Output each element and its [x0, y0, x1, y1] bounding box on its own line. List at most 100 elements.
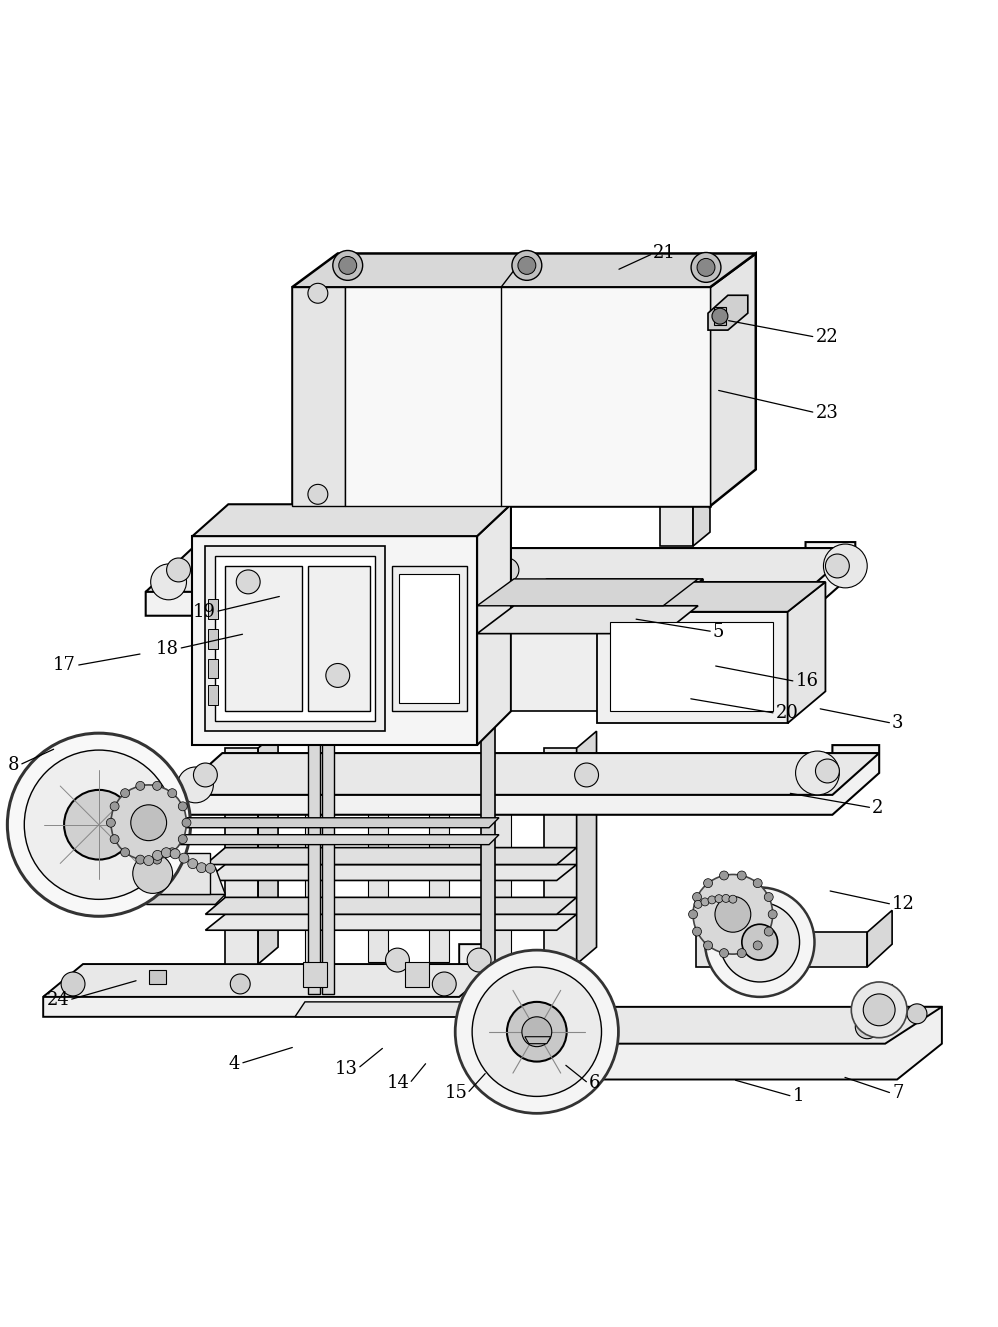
Text: 7: 7	[892, 1084, 903, 1103]
Polygon shape	[481, 618, 495, 1062]
Polygon shape	[193, 504, 511, 536]
Circle shape	[907, 1003, 927, 1023]
Polygon shape	[216, 556, 374, 721]
Circle shape	[144, 856, 154, 865]
Text: 1: 1	[792, 1087, 804, 1105]
Polygon shape	[96, 852, 211, 894]
Polygon shape	[710, 253, 755, 507]
Circle shape	[170, 849, 180, 859]
Polygon shape	[511, 579, 703, 606]
Polygon shape	[206, 848, 577, 864]
Circle shape	[764, 928, 773, 936]
Circle shape	[455, 950, 619, 1113]
Polygon shape	[258, 731, 278, 963]
Text: 21: 21	[654, 244, 676, 263]
Text: 20: 20	[775, 705, 798, 722]
Circle shape	[720, 949, 729, 958]
Circle shape	[518, 256, 536, 275]
Circle shape	[133, 853, 173, 893]
Circle shape	[795, 751, 839, 795]
Text: 13: 13	[334, 1059, 357, 1078]
Polygon shape	[477, 606, 698, 634]
Polygon shape	[344, 288, 710, 507]
Circle shape	[851, 982, 907, 1038]
Circle shape	[24, 750, 174, 900]
Polygon shape	[209, 658, 219, 678]
Polygon shape	[209, 629, 219, 649]
Circle shape	[136, 782, 145, 791]
Polygon shape	[193, 536, 477, 744]
Circle shape	[704, 941, 713, 950]
Circle shape	[532, 1015, 556, 1039]
Polygon shape	[292, 253, 755, 288]
Polygon shape	[511, 606, 671, 711]
Polygon shape	[714, 308, 726, 325]
Polygon shape	[146, 548, 855, 592]
Circle shape	[179, 802, 188, 811]
Polygon shape	[693, 300, 710, 547]
Circle shape	[332, 251, 362, 280]
Circle shape	[472, 967, 602, 1096]
Circle shape	[708, 896, 716, 904]
Circle shape	[701, 898, 709, 906]
Polygon shape	[206, 914, 577, 930]
Polygon shape	[96, 817, 499, 828]
Circle shape	[691, 252, 721, 283]
Circle shape	[575, 763, 599, 787]
Text: 2: 2	[872, 799, 883, 817]
Polygon shape	[209, 685, 219, 705]
Polygon shape	[43, 943, 499, 1016]
Polygon shape	[367, 795, 387, 962]
Polygon shape	[312, 345, 344, 547]
Polygon shape	[206, 864, 577, 880]
Circle shape	[823, 544, 867, 588]
Circle shape	[110, 835, 119, 844]
Circle shape	[64, 790, 134, 860]
Circle shape	[325, 664, 349, 687]
Circle shape	[753, 878, 762, 888]
Circle shape	[742, 924, 777, 959]
Polygon shape	[295, 1002, 554, 1016]
Polygon shape	[206, 897, 577, 914]
Polygon shape	[867, 983, 892, 1014]
Polygon shape	[344, 328, 361, 547]
Circle shape	[237, 571, 260, 594]
Circle shape	[385, 947, 409, 971]
Circle shape	[308, 284, 327, 304]
Circle shape	[722, 894, 730, 902]
Polygon shape	[597, 583, 825, 612]
Circle shape	[704, 878, 713, 888]
Circle shape	[693, 874, 772, 954]
Circle shape	[693, 928, 702, 936]
Circle shape	[738, 871, 747, 880]
Polygon shape	[43, 963, 499, 997]
Polygon shape	[292, 288, 344, 507]
Circle shape	[764, 893, 773, 901]
Polygon shape	[308, 567, 369, 711]
Circle shape	[153, 782, 162, 791]
Circle shape	[729, 896, 737, 904]
Text: 19: 19	[193, 602, 216, 621]
Circle shape	[720, 871, 729, 880]
Circle shape	[507, 1002, 567, 1062]
Text: 12: 12	[892, 896, 915, 913]
Polygon shape	[577, 731, 597, 963]
Text: 15: 15	[444, 1084, 467, 1103]
Circle shape	[689, 910, 698, 918]
Polygon shape	[544, 748, 577, 963]
Circle shape	[136, 855, 145, 864]
Circle shape	[432, 971, 456, 995]
Polygon shape	[308, 743, 320, 994]
Polygon shape	[96, 835, 499, 844]
Circle shape	[712, 308, 728, 324]
Text: 16: 16	[795, 673, 818, 690]
Circle shape	[694, 900, 702, 908]
Polygon shape	[206, 547, 384, 731]
Polygon shape	[661, 316, 693, 547]
Circle shape	[188, 859, 198, 869]
Text: 18: 18	[156, 640, 179, 658]
Polygon shape	[525, 1036, 551, 1043]
Polygon shape	[146, 868, 216, 904]
Polygon shape	[708, 296, 748, 330]
Polygon shape	[477, 579, 698, 606]
